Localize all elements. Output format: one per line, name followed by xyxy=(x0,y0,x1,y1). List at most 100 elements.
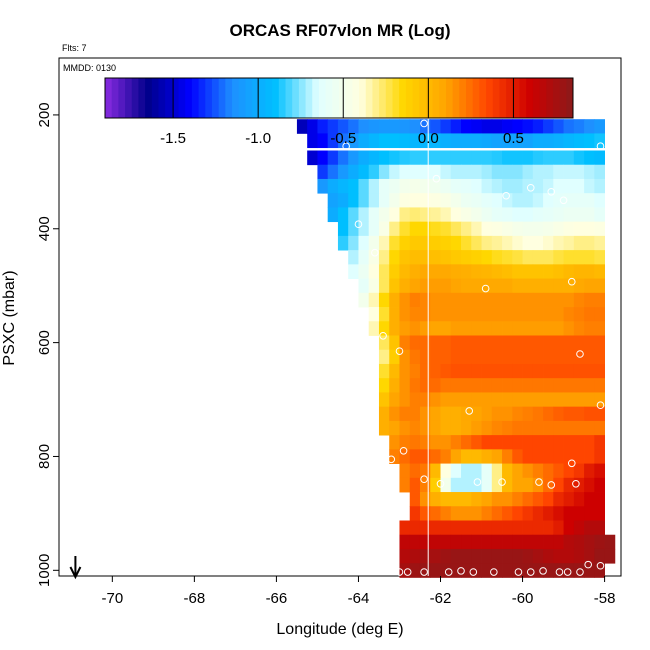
heatmap-cell xyxy=(522,264,534,279)
heatmap-cell xyxy=(389,150,400,166)
colorbar-segment xyxy=(238,78,246,118)
heatmap-cell xyxy=(522,548,534,564)
heatmap-cell xyxy=(522,349,534,365)
heatmap-cell xyxy=(502,534,513,550)
heatmap-cell xyxy=(409,392,421,408)
heatmap-cell xyxy=(389,250,400,265)
heatmap-cell xyxy=(481,207,493,223)
heatmap-cell xyxy=(419,349,431,365)
heatmap-cell xyxy=(409,207,421,223)
heatmap-cell xyxy=(409,193,421,208)
heatmap-cell xyxy=(543,335,554,351)
colorbar-segment xyxy=(105,78,113,118)
heatmap-cell xyxy=(502,207,513,223)
heatmap-cell xyxy=(358,264,370,279)
colorbar-segment xyxy=(339,78,347,118)
heatmap-cell xyxy=(419,392,431,408)
heatmap-cell xyxy=(563,520,575,536)
heatmap-cell xyxy=(522,420,534,436)
heatmap-cell xyxy=(358,250,370,265)
heatmap-cell xyxy=(348,235,359,251)
heatmap-cell xyxy=(491,307,503,322)
heatmap-cell xyxy=(491,406,503,422)
heatmap-cell xyxy=(563,193,575,208)
x-axis-label: Longitude (deg E) xyxy=(276,621,403,638)
heatmap-cell xyxy=(532,307,544,322)
heatmap-cell xyxy=(378,278,390,294)
heatmap-cell xyxy=(543,435,554,450)
heatmap-cell xyxy=(378,321,390,336)
heatmap-cell xyxy=(553,506,564,521)
heatmap-cell xyxy=(471,449,482,464)
heatmap-cell xyxy=(563,563,575,578)
heatmap-cell xyxy=(450,349,462,365)
heatmap-cell xyxy=(512,477,523,493)
heatmap-cell xyxy=(471,392,482,408)
heatmap-cell xyxy=(543,349,554,365)
heatmap-cell xyxy=(471,264,482,279)
heatmap-cell xyxy=(461,292,472,308)
heatmap-cell xyxy=(419,321,431,336)
heatmap-cell xyxy=(430,506,441,521)
heatmap-cell xyxy=(584,548,595,564)
longitude-marker-arrow xyxy=(69,556,82,580)
heatmap-cell xyxy=(573,420,585,436)
heatmap-cell xyxy=(348,221,359,237)
heatmap-cell xyxy=(440,250,452,265)
heatmap-cell xyxy=(502,520,513,536)
heatmap-cell xyxy=(440,420,452,436)
heatmap-cell xyxy=(563,178,575,194)
heatmap-cell xyxy=(378,307,390,322)
heatmap-cell xyxy=(563,207,575,223)
heatmap-cell xyxy=(594,349,605,365)
heatmap-cell xyxy=(378,378,390,393)
heatmap-cell xyxy=(594,119,605,134)
heatmap-cell xyxy=(512,164,523,180)
heatmap-cell xyxy=(594,150,605,166)
heatmap-cell xyxy=(502,321,513,336)
heatmap-cell xyxy=(399,119,411,134)
heatmap-cell xyxy=(512,119,523,134)
heatmap-cell xyxy=(358,278,370,294)
heatmap-cell xyxy=(419,449,431,464)
heatmap-cells xyxy=(286,96,616,578)
heatmap-cell xyxy=(543,207,554,223)
heatmap-cell xyxy=(430,335,441,351)
heatmap-cell xyxy=(563,264,575,279)
heatmap-cell xyxy=(461,307,472,322)
heatmap-cell xyxy=(461,435,472,450)
heatmap-cell xyxy=(543,119,554,134)
heatmap-cell xyxy=(491,207,503,223)
heatmap-cell xyxy=(337,207,349,223)
heatmap-cell xyxy=(522,164,534,180)
heatmap-cell xyxy=(440,119,452,134)
heatmap-cell xyxy=(522,506,534,521)
colorbar-segment xyxy=(272,78,280,118)
data-point xyxy=(420,568,428,576)
heatmap-cell xyxy=(461,235,472,251)
colorbar-segment xyxy=(151,78,159,118)
heatmap-cell xyxy=(389,235,400,251)
colorbar-tick-label: -1.5 xyxy=(160,130,186,147)
heatmap-cell xyxy=(409,548,421,564)
heatmap-cell xyxy=(337,133,349,149)
heatmap-cell xyxy=(532,520,544,536)
heatmap-cell xyxy=(399,178,411,194)
heatmap-cell xyxy=(430,321,441,336)
heatmap-cell xyxy=(440,150,452,166)
heatmap-cell xyxy=(553,164,564,180)
heatmap-cell xyxy=(450,307,462,322)
heatmap-cell xyxy=(471,335,482,351)
heatmap-cell xyxy=(461,321,472,336)
heatmap-cell xyxy=(430,406,441,422)
heatmap-cell xyxy=(409,321,421,336)
heatmap-cell xyxy=(481,164,493,180)
heatmap-cell xyxy=(522,477,534,493)
heatmap-cell xyxy=(399,520,411,536)
heatmap-cell xyxy=(584,349,595,365)
heatmap-cell xyxy=(522,378,534,393)
heatmap-cell xyxy=(573,164,585,180)
heatmap-cell xyxy=(461,363,472,379)
heatmap-cell xyxy=(594,449,605,464)
